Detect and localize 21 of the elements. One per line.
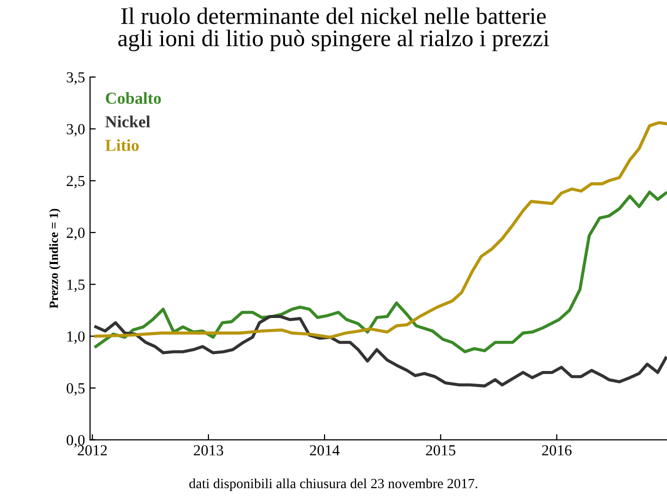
y-tick-label: 1,0 [67, 331, 85, 344]
line-series [94, 314, 667, 388]
chart-title: Il ruolo determinante del nickel nelle batterie agli ioni di litio può spingere al rialzo i prezzi [118, 7, 550, 52]
y-tick-label: 3,5 [66, 72, 85, 85]
y-tick-label: 1,5 [67, 280, 85, 292]
x-tick-label: 2013 [194, 445, 224, 456]
y-axis-title: Prezzo (Indice = 1) [49, 208, 61, 308]
x-tick-label: 2012 [78, 445, 107, 456]
text: Litio [105, 139, 139, 151]
line-series [94, 190, 667, 354]
text: Cobalto [106, 92, 161, 104]
y-tick-label: 2,0 [66, 228, 85, 240]
y-tick-label: 2,5 [66, 176, 85, 188]
x-tick-label: 2015 [426, 445, 456, 456]
x-tick-label: 2014 [310, 445, 340, 456]
y-tick-label: 0,5 [66, 383, 85, 396]
text: dati disponibili alla chiusura del 23 novembre 2017. [189, 478, 478, 492]
x-tick-label: 2016 [542, 445, 572, 456]
y-tick-label: 0,0 [66, 434, 85, 448]
y-tick-label: 3,0 [66, 124, 85, 137]
text: Nickel [105, 116, 150, 128]
